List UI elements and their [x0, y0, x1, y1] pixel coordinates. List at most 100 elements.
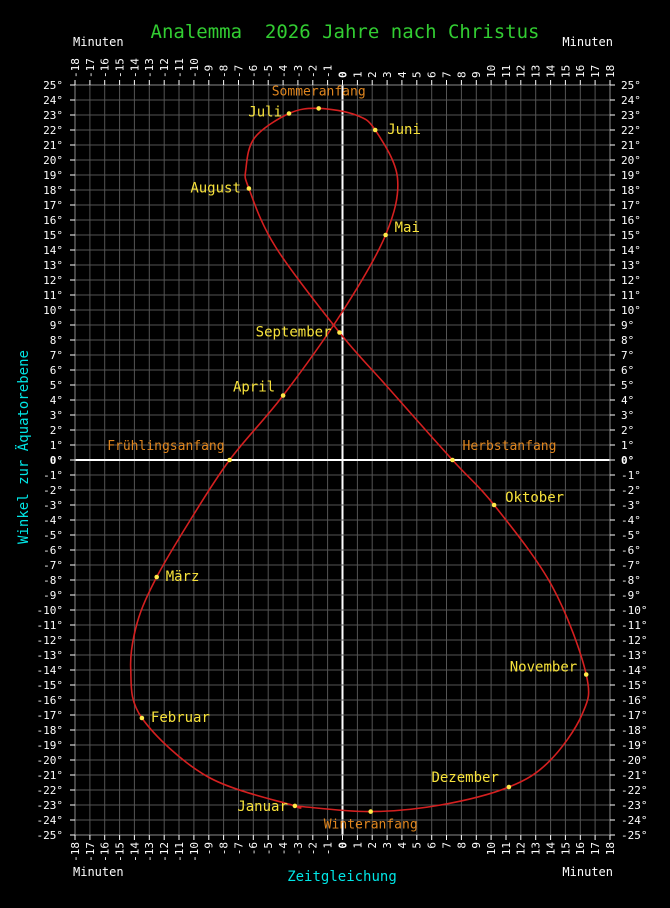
x-tick-label-bottom: 17: [589, 842, 602, 855]
y-tick-label-left: -24°: [37, 814, 64, 827]
x-tick-label-bottom: -11: [173, 842, 186, 862]
y-tick-label-left: -8°: [43, 574, 63, 587]
x-tick-label-bottom: 0: [336, 842, 349, 849]
y-tick-label-left: -5°: [43, 529, 63, 542]
y-tick-label-left: 9°: [50, 319, 63, 332]
y-tick-label-right: 8°: [621, 334, 634, 347]
x-tick-label-top: 11: [500, 65, 513, 78]
month-label-november: November: [510, 660, 577, 676]
y-tick-label-right: 10°: [621, 304, 641, 317]
month-point-august: [246, 186, 252, 191]
x-tick-label-bottom: -15: [113, 842, 126, 862]
y-tick-label-right: 13°: [621, 259, 641, 272]
y-tick-label-right: -2°: [621, 484, 641, 497]
y-tick-label-right: 14°: [621, 244, 641, 257]
y-tick-label-right: -10°: [621, 604, 648, 617]
x-tick-label-top: 0: [336, 71, 349, 78]
x-tick-label-bottom: 18: [604, 842, 617, 855]
x-tick-label-top: -13: [143, 58, 156, 78]
y-tick-label-right: -12°: [621, 634, 648, 647]
season-label-sommeranfang: Sommeranfang: [272, 84, 366, 99]
y-tick-label-left: -14°: [37, 664, 64, 677]
y-tick-label-left: 24°: [43, 94, 63, 107]
x-tick-label-bottom: 14: [544, 842, 557, 856]
y-tick-label-right: 2°: [621, 424, 634, 437]
x-tick-label-top: -9: [203, 65, 216, 78]
month-label-februar: Februar: [151, 710, 210, 726]
y-tick-label-left: -9°: [43, 589, 63, 602]
y-tick-label-left: 2°: [50, 424, 63, 437]
y-tick-label-right: 21°: [621, 139, 641, 152]
y-tick-label-right: 1°: [621, 439, 634, 452]
y-tick-label-right: -18°: [621, 724, 648, 737]
y-tick-label-left: 12°: [43, 274, 63, 287]
x-tick-label-bottom: -1: [321, 842, 334, 855]
y-tick-label-right: -24°: [621, 814, 648, 827]
y-tick-label-left: -16°: [37, 694, 64, 707]
y-tick-label-right: 18°: [621, 184, 641, 197]
month-point-mai: [383, 232, 388, 238]
x-tick-label-top: -14: [128, 58, 141, 78]
x-tick-label-top: 17: [589, 65, 602, 78]
x-tick-label-bottom: 1: [351, 842, 364, 849]
season-label-frhlingsanfang: Frühlingsanfang: [107, 439, 224, 454]
x-tick-label-bottom: 6: [426, 842, 439, 849]
x-tick-label-bottom: -3: [292, 842, 305, 855]
y-tick-label-right: 23°: [621, 109, 641, 122]
analemma-curve: [129, 107, 590, 813]
x-tick-label-bottom: 8: [455, 842, 468, 849]
y-tick-label-left: -4°: [43, 514, 63, 527]
y-tick-label-left: 20°: [43, 154, 63, 167]
x-tick-label-bottom: -17: [84, 842, 97, 862]
unit-label-minuten: Minuten: [562, 35, 613, 49]
x-tick-label-bottom: 16: [574, 842, 587, 855]
y-tick-label-right: 0°: [621, 454, 634, 467]
x-tick-label-top: 13: [530, 65, 543, 78]
y-tick-label-right: -19°: [621, 739, 648, 752]
x-tick-label-bottom: 10: [485, 842, 498, 855]
x-tick-label-top: -10: [188, 58, 201, 78]
y-tick-label-right: -9°: [621, 589, 641, 602]
x-tick-label-bottom: -10: [188, 842, 201, 862]
season-label-herbstanfang: Herbstanfang: [463, 439, 557, 454]
y-tick-label-right: -17°: [621, 709, 648, 722]
y-tick-label-left: -17°: [37, 709, 64, 722]
x-tick-label-top: 7: [440, 71, 453, 78]
y-axis-title: Winkel zur Äquatorebene: [14, 350, 32, 544]
y-tick-label-left: -22°: [37, 784, 64, 797]
x-tick-label-top: 9: [470, 71, 483, 78]
y-tick-label-right: 17°: [621, 199, 641, 212]
x-tick-label-bottom: 7: [440, 842, 453, 849]
season-label-winteranfang: Winteranfang: [324, 818, 418, 833]
y-tick-label-right: 25°: [621, 79, 641, 92]
y-tick-label-left: 17°: [43, 199, 63, 212]
month-label-dezember: Dezember: [431, 770, 498, 786]
month-label-august: August: [190, 181, 241, 197]
x-tick-label-bottom: -4: [277, 842, 290, 856]
season-point-winteranfang: [368, 809, 374, 814]
month-label-juni: Juni: [387, 122, 421, 138]
y-tick-label-right: -13°: [621, 649, 648, 662]
x-tick-label-top: 18: [604, 65, 617, 78]
month-point-januar: [292, 803, 298, 809]
x-tick-label-top: 8: [455, 71, 468, 78]
y-tick-label-left: 18°: [43, 184, 63, 197]
x-tick-label-top: 5: [411, 71, 424, 78]
y-tick-label-right: -7°: [621, 559, 641, 572]
x-tick-label-top: 3: [381, 71, 394, 78]
x-tick-label-top: -7: [232, 65, 245, 78]
y-tick-label-right: 3°: [621, 409, 634, 422]
x-tick-label-bottom: 11: [500, 842, 513, 855]
y-tick-label-left: 11°: [43, 289, 63, 302]
y-tick-label-left: 15°: [43, 229, 63, 242]
x-tick-label-top: 16: [574, 65, 587, 78]
y-tick-label-right: 5°: [621, 379, 634, 392]
x-tick-label-top: 6: [426, 71, 439, 78]
y-tick-label-left: 0°: [50, 454, 63, 467]
y-tick-label-left: 7°: [50, 349, 63, 362]
x-tick-label-bottom: -12: [158, 842, 171, 862]
y-tick-label-right: 22°: [621, 124, 641, 137]
y-tick-label-right: -23°: [621, 799, 648, 812]
